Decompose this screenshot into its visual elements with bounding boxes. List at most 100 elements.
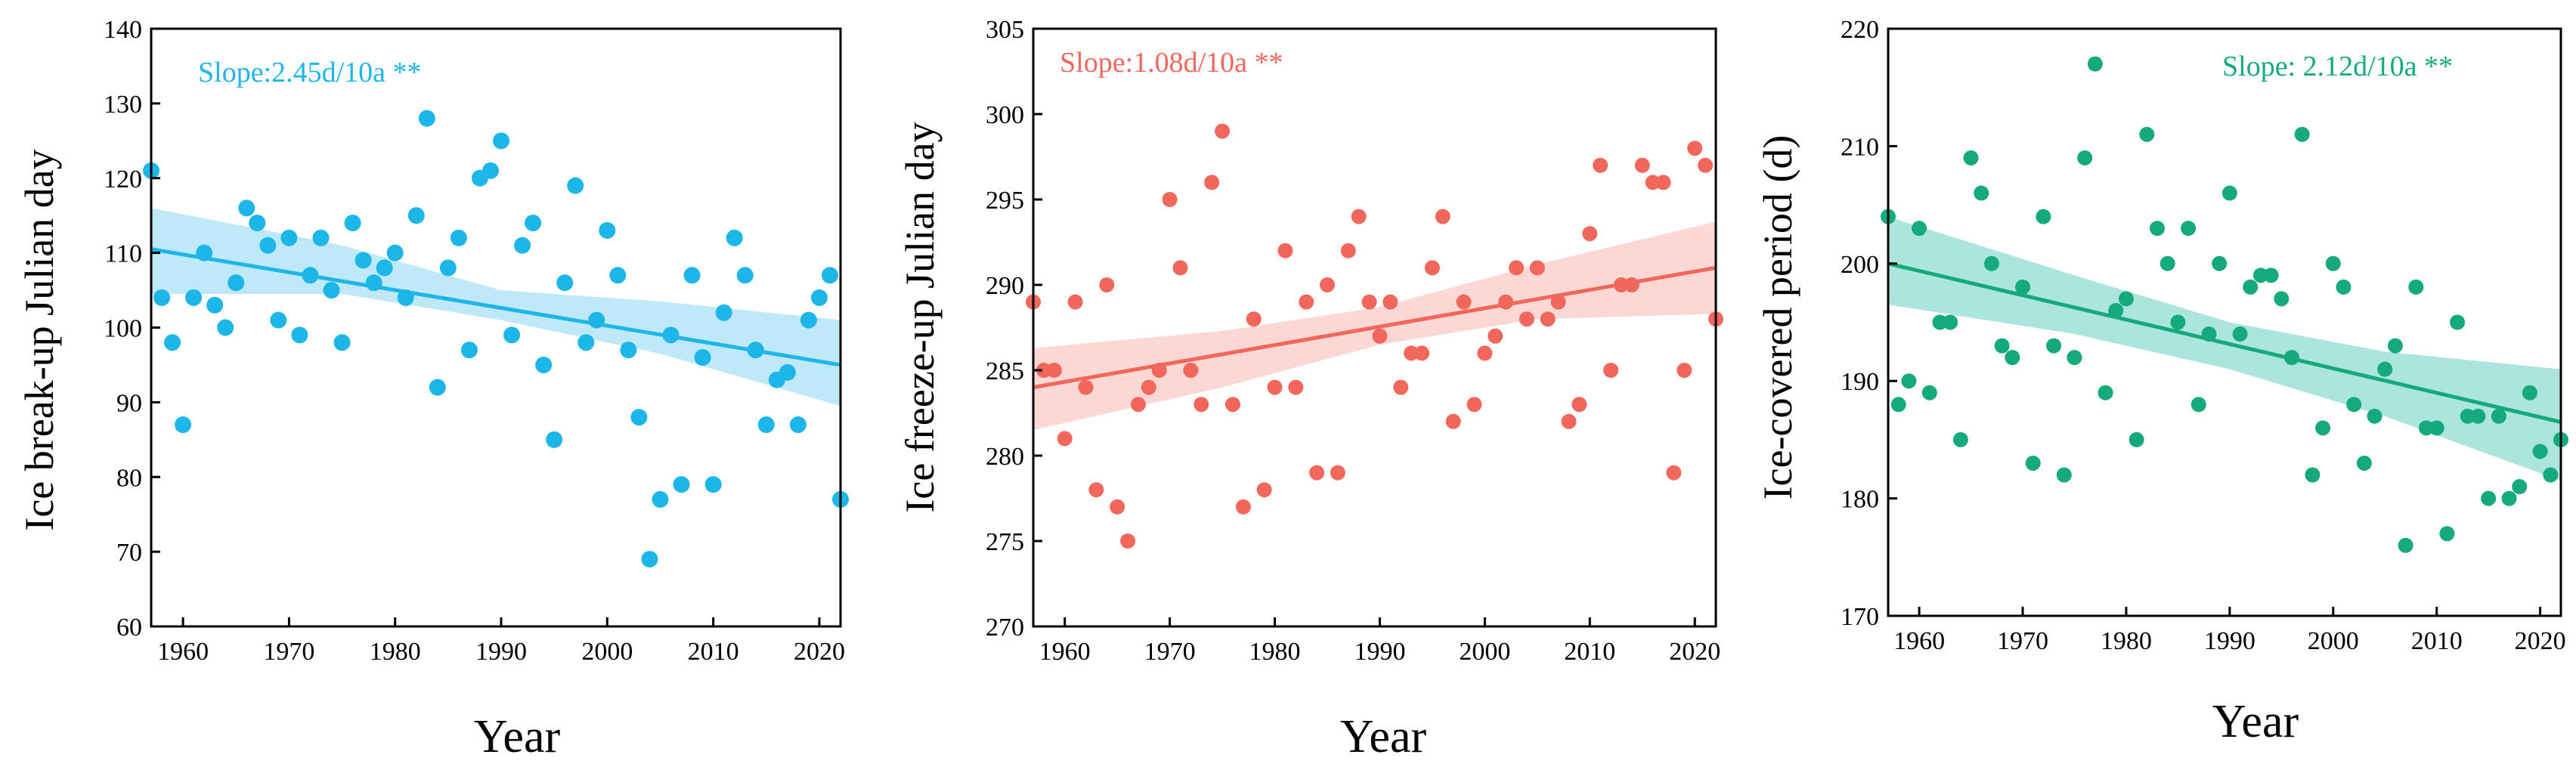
panel-3-data-point: [2387, 338, 2403, 354]
panel-2-data-point: [1183, 363, 1199, 378]
panel-3-data-point: [2150, 221, 2165, 237]
panel-2-x-tick-label: 1990: [1354, 638, 1405, 666]
panel-3-data-point: [2501, 490, 2517, 506]
panel-3-data-point: [1943, 314, 1958, 330]
panel-2-data-point: [1078, 379, 1094, 395]
panel-2-y-tick-label: 280: [986, 443, 1024, 471]
panel-2-data-point: [1130, 397, 1146, 413]
panel-1-data-point: [333, 334, 351, 351]
panel-3-data-point: [2367, 408, 2382, 424]
panel-1-data-point: [249, 215, 266, 232]
panel-3-data-point: [2129, 431, 2144, 447]
panel-3-data-point: [2346, 397, 2362, 413]
panel-3-data-point: [2046, 338, 2062, 354]
panel-1-y-tick-label: 80: [116, 464, 142, 492]
panel-3-x-tick-label: 2010: [2411, 627, 2463, 655]
panel-2-y-tick-label: 285: [986, 357, 1024, 385]
panel-2-data-point: [1698, 157, 1714, 173]
panel-2-data-point: [1110, 499, 1125, 515]
panel-2-data-point: [1099, 277, 1115, 292]
panel-2-data-point: [1561, 413, 1577, 429]
panel-1-data-point: [238, 199, 255, 217]
panel-2-data-point: [1393, 379, 1409, 395]
panel-3-data-point: [2181, 221, 2197, 237]
panel-2-data-point: [1319, 277, 1335, 292]
panel-3-y-tick-label: 180: [1841, 486, 1879, 514]
panel-3-data-point: [1952, 431, 1968, 447]
panel-2-data-point: [1488, 328, 1503, 344]
panel-2-data-point: [1361, 294, 1377, 310]
panel-3-y-tick-label: 190: [1841, 368, 1879, 396]
panel-3-data-point: [2429, 420, 2444, 436]
panel-1-data-point: [439, 259, 457, 277]
panel-1-data-point: [365, 274, 382, 292]
panel-2-data-point: [1382, 294, 1398, 310]
panel-3-data-point: [2325, 255, 2341, 271]
panel-2-data-point: [1603, 363, 1619, 378]
panel-2-data-point: [1613, 277, 1629, 292]
panel-1-slope-annotation: Slope:2.45d/10a **: [198, 57, 422, 88]
panel-1-data-point: [514, 237, 531, 254]
panel-1-data-point: [429, 379, 446, 396]
panel-3-data-point: [1912, 221, 1927, 237]
panel-2-data-point: [1277, 243, 1293, 258]
panel-1-data-point: [704, 476, 722, 493]
panel-3-data-point: [2077, 150, 2093, 165]
panel-1-data-point: [344, 215, 361, 232]
panel-1-data-point: [280, 229, 298, 246]
panel-2-x-tick-label: 2010: [1564, 638, 1615, 666]
panel-2-plot-area: [1026, 123, 1723, 549]
panel-1-data-point: [302, 267, 319, 284]
panel-3-y-tick-label: 210: [1841, 133, 1879, 161]
panel-2-data-point: [1267, 379, 1283, 395]
panel-1-data-point: [460, 342, 478, 359]
panel-1-data-point: [397, 289, 414, 306]
panel-2-data-point: [1540, 311, 1556, 327]
panel-1-x-axis-title: Year: [474, 711, 561, 762]
panel-2-data-point: [1351, 209, 1367, 224]
panel-1-x-tick-label: 1970: [263, 638, 314, 666]
panel-1-data-point: [683, 267, 701, 284]
panel-2-data-point: [1330, 465, 1345, 481]
panel-2-data-point: [1593, 157, 1608, 173]
panel-1-data-point: [323, 282, 340, 299]
panel-2-data-point: [1677, 363, 1692, 378]
panel-3-x-tick-label: 1980: [2101, 627, 2152, 655]
panel-1-data-point: [620, 342, 637, 359]
panel-2-data-point: [1582, 226, 1598, 242]
panel-3-data-point: [2450, 314, 2466, 330]
panel-2-y-tick-label: 270: [986, 614, 1024, 642]
panel-1-x-tick-label: 2000: [581, 638, 633, 666]
panel-1-data-point: [206, 296, 224, 314]
panel-ice-covered-period: Ice-covered period (d) Year Slope: 2.12d…: [1755, 16, 2568, 747]
panel-2-data-point: [1529, 260, 1545, 276]
panel-3-data-point: [2294, 126, 2310, 142]
panel-2-data-point: [1162, 192, 1178, 207]
panel-1-data-point: [196, 244, 213, 261]
panel-1-x-tick-label: 1960: [157, 638, 209, 666]
panel-2-slope-annotation: Slope:1.08d/10a **: [1060, 47, 1283, 79]
panel-2-data-point: [1509, 260, 1525, 276]
panel-2-data-point: [1141, 379, 1156, 395]
panel-3-data-point: [2356, 455, 2372, 471]
panel-3-data-point: [2108, 302, 2124, 318]
panel-3-data-point: [1963, 150, 1979, 165]
panel-1-data-point: [641, 551, 658, 568]
panel-1-data-point: [386, 244, 404, 261]
panel-2-y-axis-title: Ice freeze-up Julian day: [897, 122, 943, 512]
panel-2-y-tick-label: 275: [986, 528, 1024, 556]
panel-2-y-tick-label: 295: [986, 187, 1024, 215]
panel-1-data-point: [259, 237, 277, 254]
panel-2-axes-frame: [1032, 27, 1717, 628]
panel-1-data-point: [546, 431, 563, 448]
panel-3-data-point: [2439, 526, 2455, 542]
panel-2-data-point: [1256, 482, 1272, 498]
panel-3-axes-frame: [1887, 27, 2562, 617]
panel-3-data-point: [2284, 350, 2299, 366]
panel-1-data-point: [312, 229, 330, 246]
panel-2-data-point: [1340, 243, 1356, 258]
panel-2-data-point: [1372, 328, 1388, 344]
panel-1-y-tick-label: 130: [104, 91, 142, 119]
panel-1-x-tick-label: 1980: [370, 638, 421, 666]
panel-1-data-point: [673, 476, 690, 493]
